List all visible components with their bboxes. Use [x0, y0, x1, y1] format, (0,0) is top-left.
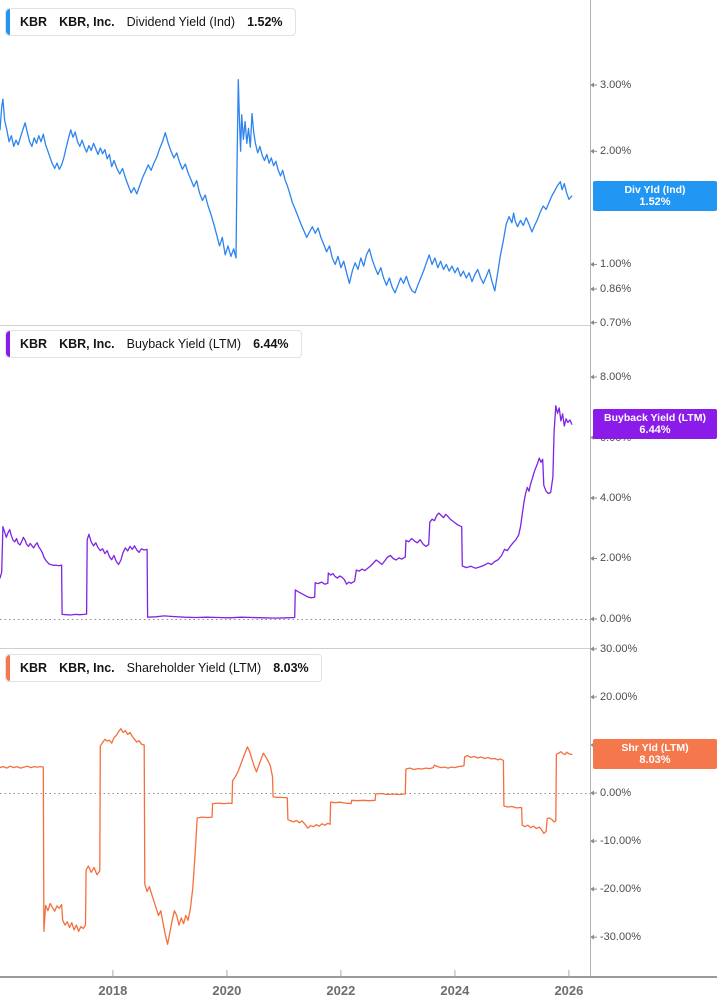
legend-ticker: KBR: [20, 661, 48, 675]
legend-dividend-yield[interactable]: KBR KBR, Inc. Dividend Yield (Ind) 1.52%: [5, 8, 296, 36]
legend-metric: Dividend Yield (Ind): [126, 15, 236, 29]
y-tick-arrow: [590, 934, 594, 940]
legend-shareholder-yield[interactable]: KBR KBR, Inc. Shareholder Yield (LTM) 8.…: [5, 654, 322, 682]
y-axis-tick-label: 0.00%: [600, 612, 632, 625]
y-tick-arrow: [590, 320, 594, 326]
legend-metric: Buyback Yield (LTM): [126, 337, 242, 351]
y-axis-tick-label: 20.00%: [600, 690, 638, 703]
y-tick-arrow: [590, 82, 594, 88]
y-axis-tick-label: -10.00%: [600, 835, 641, 848]
y-tick-arrow: [590, 374, 594, 380]
legend-value: 6.44%: [253, 337, 289, 351]
legend-metric: Shareholder Yield (LTM): [126, 661, 262, 675]
y-tick-arrow: [590, 694, 594, 700]
badge-value: 1.52%: [639, 195, 671, 208]
y-axis-tick-label: 4.00%: [600, 491, 632, 504]
x-axis-tick-label: 2018: [98, 983, 128, 998]
y-tick-arrow: [590, 616, 594, 622]
legend-value: 1.52%: [247, 15, 283, 29]
x-axis-tick-label: 2026: [554, 983, 584, 998]
x-axis-tick-label: 2024: [440, 983, 470, 998]
y-tick-arrow: [590, 148, 594, 154]
last-value-badge-buyback-yield: Buyback Yield (LTM) 6.44%: [593, 409, 717, 440]
legend-ticker: KBR: [20, 15, 48, 29]
y-tick-arrow: [590, 286, 594, 292]
y-axis-tick-label: -30.00%: [600, 931, 641, 944]
series-line-dividend-yield: [0, 79, 573, 294]
y-axis-tick-label: 2.00%: [600, 145, 632, 158]
legend-company: KBR, Inc.: [59, 661, 115, 675]
legend-buyback-yield[interactable]: KBR KBR, Inc. Buyback Yield (LTM) 6.44%: [5, 330, 302, 358]
badge-value: 6.44%: [639, 423, 671, 436]
last-value-badge-shr-yld: Shr Yld (LTM) 8.03%: [593, 739, 717, 770]
legend-company: KBR, Inc.: [59, 337, 115, 351]
legend-company: KBR, Inc.: [59, 15, 115, 29]
y-axis-tick-label: -20.00%: [600, 883, 641, 896]
legend-value: 8.03%: [273, 661, 309, 675]
y-tick-arrow: [590, 495, 594, 501]
series-line-shareholder-yield: [0, 728, 573, 945]
legend-ticker: KBR: [20, 337, 48, 351]
x-axis-tick-label: 2020: [212, 983, 242, 998]
y-tick-arrow: [590, 646, 594, 652]
y-axis-tick-label: 2.00%: [600, 552, 632, 565]
y-axis-tick-label: 30.00%: [600, 642, 638, 655]
y-tick-arrow: [590, 556, 594, 561]
legend-accent-bar: [6, 331, 10, 357]
badge-label: Buyback Yield (LTM): [604, 411, 706, 424]
x-axis-tick-label: 2022: [326, 983, 356, 998]
series-line-buyback-yield: [0, 405, 573, 619]
y-tick-arrow: [590, 838, 594, 844]
legend-accent-bar: [6, 9, 10, 35]
badge-label: Div Yld (Ind): [624, 183, 686, 196]
y-axis-tick-label: 3.00%: [600, 79, 632, 92]
y-axis-tick-label: 1.00%: [600, 258, 632, 271]
badge-value: 8.03%: [639, 753, 671, 766]
y-tick-arrow: [590, 886, 594, 892]
legend-accent-bar: [6, 655, 10, 681]
y-axis-tick-label: 0.70%: [600, 316, 632, 329]
last-value-badge-div-yld: Div Yld (Ind) 1.52%: [593, 181, 717, 212]
y-tick-arrow: [590, 262, 594, 267]
y-axis-tick-label: 0.86%: [600, 283, 632, 296]
y-axis-tick-label: 0.00%: [600, 787, 632, 800]
badge-label: Shr Yld (LTM): [621, 741, 689, 754]
y-axis-tick-label: 8.00%: [600, 371, 632, 384]
y-tick-arrow: [590, 790, 594, 796]
